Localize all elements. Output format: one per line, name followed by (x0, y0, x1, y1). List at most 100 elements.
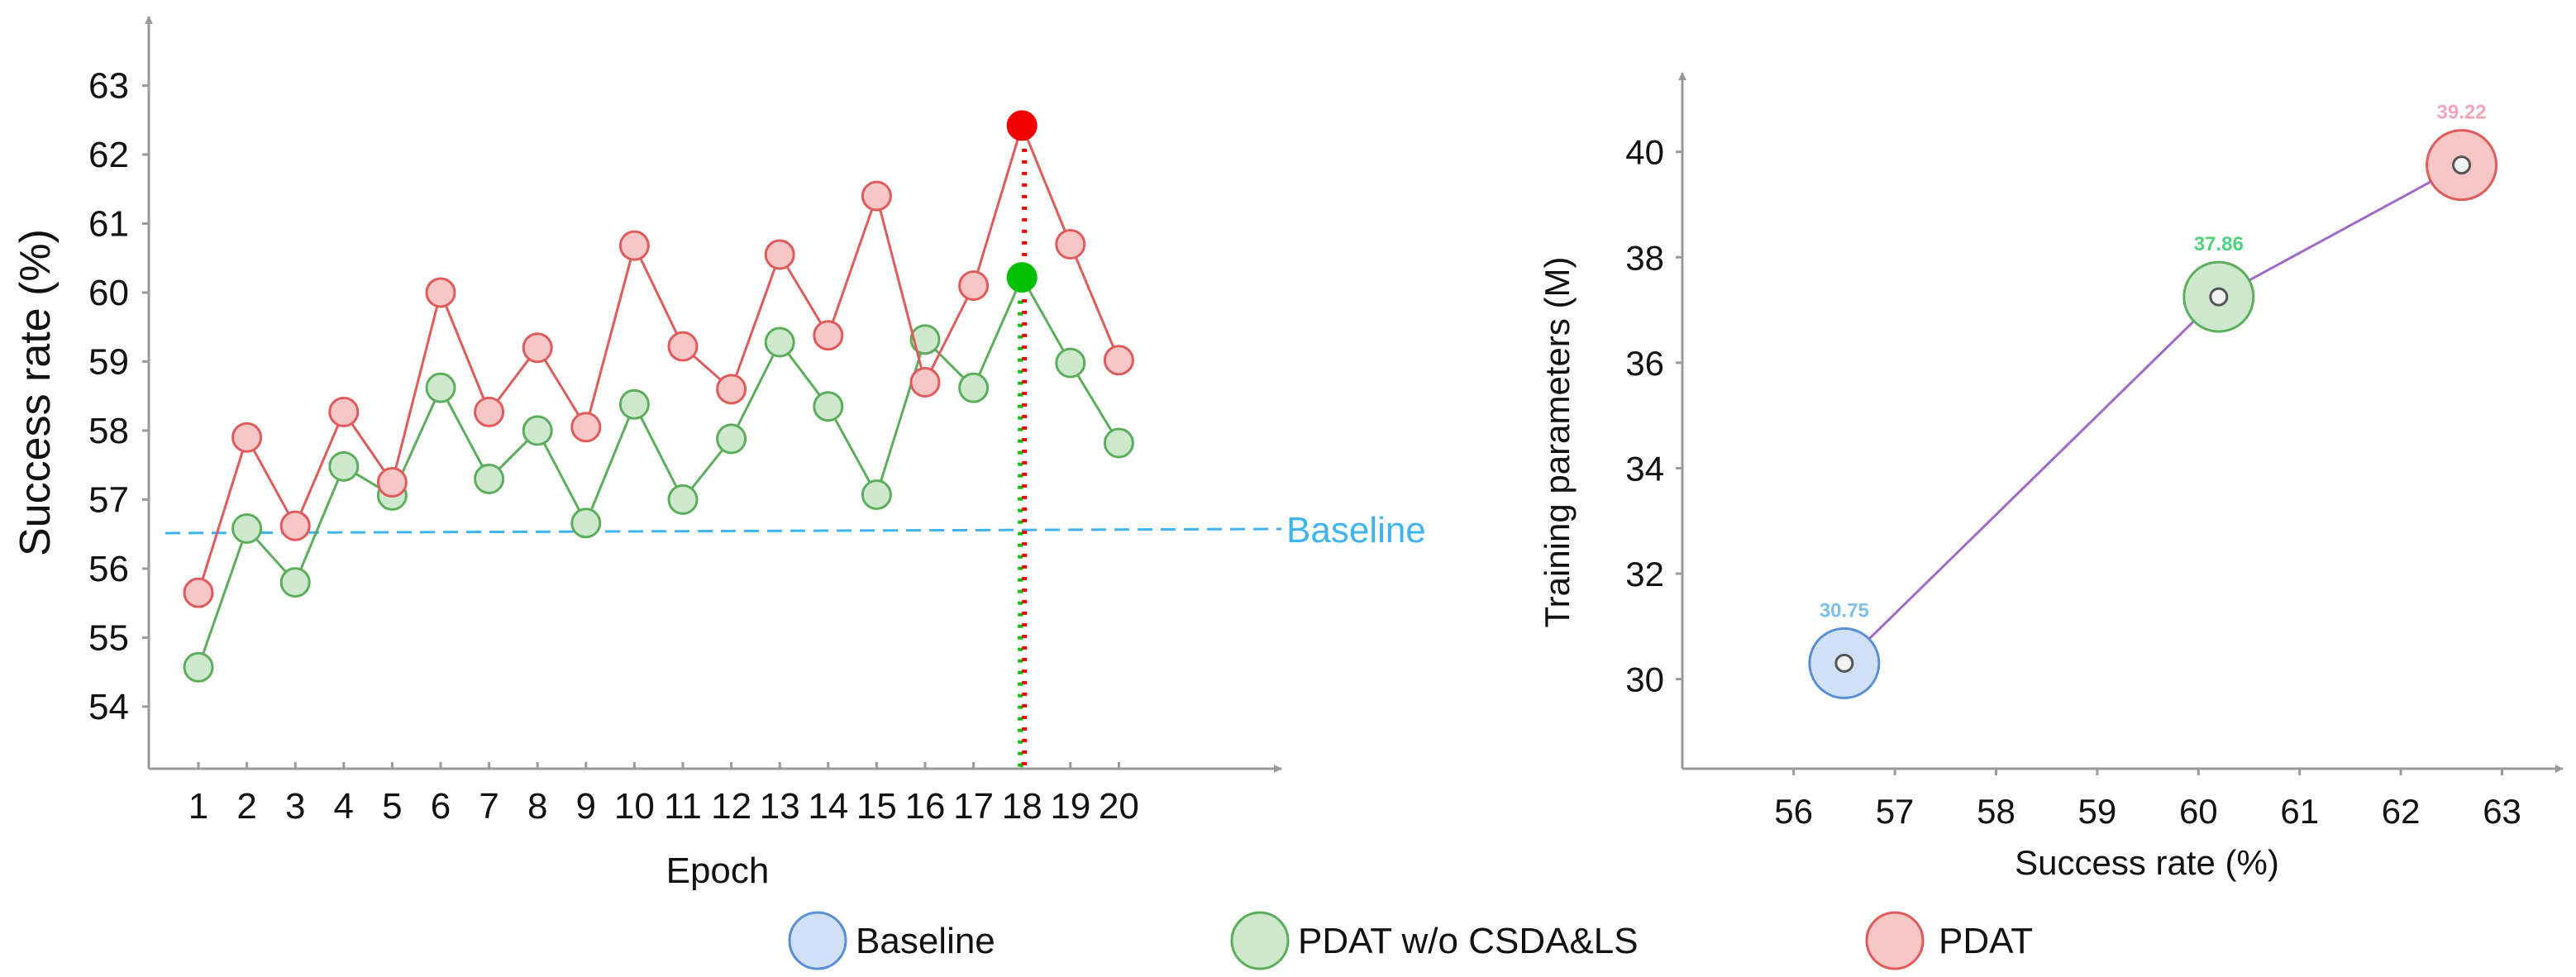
left-y-tick-label: 60 (88, 273, 129, 313)
left-y-tick-label: 59 (88, 341, 129, 382)
series-point-pdat-wo (813, 391, 844, 422)
scatter-center-pdat (2452, 155, 2472, 175)
left-x-tick-label: 3 (285, 786, 305, 827)
legend-label-pdat: PDAT (1939, 921, 2033, 961)
right-x-tick-label: 57 (1876, 792, 1915, 831)
right-y-tick-label: 32 (1625, 555, 1664, 593)
series-point-pdat (813, 320, 844, 351)
series-point-pdat (618, 230, 650, 261)
left-x-tick-label: 19 (1050, 786, 1090, 827)
series-point-pdat-wo (183, 651, 214, 683)
left-x-tick-label: 16 (905, 786, 946, 827)
scatter-connector-line (1843, 164, 2463, 665)
right-x-axis-label: Success rate (%) (2015, 843, 2279, 882)
series-point-pdat (570, 412, 602, 443)
left-y-tick-label: 56 (88, 549, 129, 589)
left-x-tick-label: 2 (236, 786, 256, 827)
left-y-tick-label: 55 (88, 617, 129, 658)
left-y-tick-label: 58 (88, 411, 129, 451)
right-x-tick-label: 56 (1774, 792, 1813, 831)
series-point-pdat (328, 396, 360, 427)
right-x-tick-label: 58 (1977, 792, 2015, 831)
right-y-axis-label: Training parameters (M) (1538, 257, 1577, 628)
left-y-axis-label: Success rate (%) (12, 229, 60, 556)
left-y-tick-label: 61 (88, 203, 129, 244)
series-point-pdat-wo (1055, 347, 1086, 379)
series-point-pdat-wo (618, 388, 650, 420)
series-point-pdat-wo (909, 324, 941, 355)
left-x-tick-label: 6 (431, 786, 451, 827)
legend: Baseline PDAT w/o CSDA&LS PDAT (788, 911, 2033, 970)
legend-label-pdat-wo: PDAT w/o CSDA&LS (1298, 921, 1639, 961)
series-point-pdat (1006, 110, 1038, 141)
left-x-tick-label: 13 (760, 786, 800, 827)
series-point-pdat (279, 510, 311, 541)
scatter-label-pdat-wo: 37.86 (2194, 233, 2244, 255)
series-point-pdat (231, 422, 263, 453)
left-x-tick-label: 7 (479, 786, 499, 827)
right-x-tick-label: 63 (2483, 792, 2521, 831)
series-point-pdat-wo (570, 508, 602, 539)
series-point-pdat-wo (764, 326, 795, 358)
left-x-tick-label: 14 (808, 786, 848, 827)
baseline-dashed-line (165, 527, 1282, 535)
right-y-tick-label: 34 (1625, 449, 1664, 488)
series-point-pdat-wo (328, 450, 360, 482)
left-x-tick-label: 1 (188, 786, 208, 827)
series-point-pdat (764, 239, 795, 270)
left-x-tick-label: 9 (576, 786, 596, 827)
legend-marker-pdat-wo (1230, 911, 1290, 970)
series-point-pdat (425, 277, 456, 308)
series-point-pdat-wo (958, 372, 990, 403)
left-y-tick-label: 63 (88, 65, 129, 106)
series-point-pdat (909, 366, 941, 398)
scatter-center-pdat-wo (2209, 287, 2229, 307)
legend-label-baseline: Baseline (856, 921, 995, 961)
series-point-pdat-wo (1103, 427, 1134, 459)
series-point-pdat (1055, 229, 1086, 260)
series-point-pdat-wo (1006, 262, 1038, 293)
left-x-tick-label: 5 (382, 786, 402, 827)
series-point-pdat-wo (279, 567, 311, 598)
series-point-pdat-wo (425, 372, 456, 403)
left-x-axis-label: Epoch (666, 851, 770, 891)
series-point-pdat (716, 374, 747, 405)
left-x-tick-label: 11 (664, 786, 702, 827)
series-point-pdat (522, 332, 553, 364)
series-line-pdat (197, 122, 1120, 593)
scatter-label-pdat: 39.22 (2437, 102, 2487, 124)
legend-marker-pdat (1865, 911, 1925, 970)
left-y-tick-label: 57 (88, 479, 129, 520)
left-x-tick-label: 20 (1099, 786, 1139, 827)
baseline-label: Baseline (1286, 510, 1426, 550)
series-point-pdat-wo (667, 484, 699, 515)
right-y-tick-label: 36 (1625, 344, 1664, 383)
right-scatter-chart: 30 32 34 36 38 40 56 57 58 59 60 61 62 63 Training p… (1538, 72, 2564, 882)
series-point-pdat-wo (861, 479, 892, 511)
scatter-label-baseline: 30.75 (1820, 599, 1869, 622)
series-point-pdat (474, 396, 505, 427)
right-y-tick-label: 38 (1625, 238, 1664, 277)
right-x-tick-label: 59 (2078, 792, 2117, 831)
scatter-center-baseline (1834, 653, 1854, 673)
series-point-pdat (376, 467, 408, 498)
left-x-tick-label: 8 (527, 786, 547, 827)
series-point-pdat-wo (522, 415, 553, 446)
series-point-pdat (861, 180, 892, 212)
right-x-tick-label: 62 (2382, 792, 2421, 831)
left-x-tick-label: 10 (614, 786, 655, 827)
legend-marker-baseline (788, 911, 847, 970)
left-x-tick-label: 12 (711, 786, 751, 827)
legend-entry-pdat: PDAT (1865, 911, 2033, 970)
left-x-tick-label: 4 (334, 786, 354, 827)
left-y-tick-label: 54 (88, 687, 129, 727)
legend-entry-pdat-wo: PDAT w/o CSDA&LS (1230, 911, 1639, 970)
legend-entry-baseline: Baseline (788, 911, 995, 970)
series-point-pdat-wo (474, 463, 505, 494)
left-x-tick-label: 15 (856, 786, 897, 827)
left-x-tick-label: 18 (1002, 786, 1042, 827)
right-y-tick-label: 30 (1625, 660, 1664, 699)
series-point-pdat (958, 270, 990, 302)
